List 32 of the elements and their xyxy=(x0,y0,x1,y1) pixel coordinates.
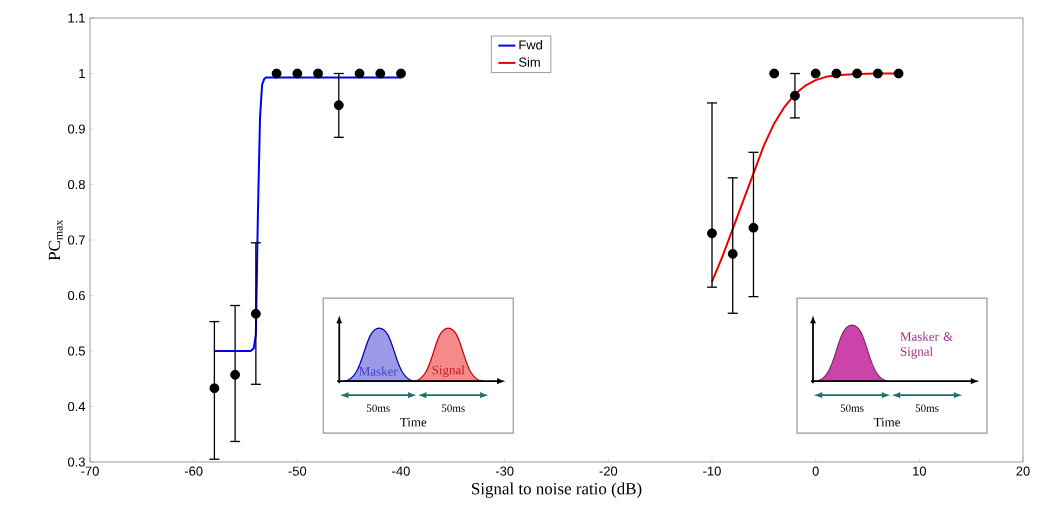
x-tick-label: -50 xyxy=(288,466,307,476)
y-tick-label: 1.1 xyxy=(68,13,85,23)
y-axis-title: PC$_{max}$ xyxy=(48,219,63,261)
annotation: 50ms xyxy=(915,404,939,412)
y-tick-label: 0.7 xyxy=(67,235,85,245)
y-tick-label: 0.5 xyxy=(67,346,85,356)
y-tick-label: 1 xyxy=(79,69,85,78)
y-tick-label: 0.9 xyxy=(67,124,85,134)
y-tick-label: 0.8 xyxy=(67,179,85,190)
x-tick-label: 20 xyxy=(1016,466,1030,476)
legend-label: Fwd xyxy=(519,39,543,50)
annotation: 50ms xyxy=(442,404,465,412)
y-tick-label: 0.6 xyxy=(67,290,85,301)
annotation: Time xyxy=(400,417,427,427)
x-tick-label: -60 xyxy=(184,466,203,476)
x-tick-label: -10 xyxy=(703,466,721,476)
x-tick-label: 0 xyxy=(812,466,819,476)
annotation: Time xyxy=(873,417,900,427)
annotation: Masker xyxy=(359,366,398,376)
y-tick-label: 0.3 xyxy=(67,457,85,467)
annotation: 50ms xyxy=(840,404,864,412)
annotation: Signal xyxy=(432,365,465,378)
x-tick-label: -20 xyxy=(599,466,618,476)
x-tick-label: 10 xyxy=(913,466,927,476)
x-tick-label: -40 xyxy=(392,466,410,476)
legend-label: Sim xyxy=(518,57,540,67)
y-tick-label: 0.4 xyxy=(67,401,86,412)
x-tick-label: -70 xyxy=(81,466,99,476)
annotation: Masker & Signal xyxy=(900,331,953,359)
x-axis-title: Signal to noise ratio (dB) xyxy=(472,482,642,498)
annotation: 50ms xyxy=(367,404,390,412)
x-tick-label: -30 xyxy=(495,466,514,476)
